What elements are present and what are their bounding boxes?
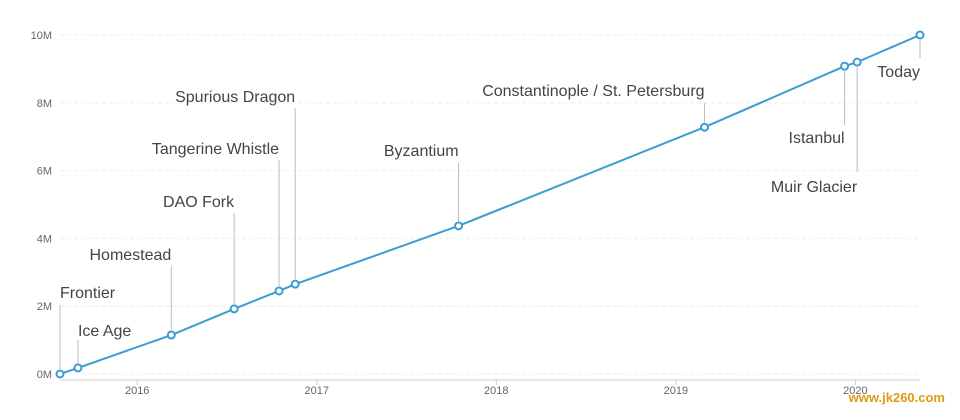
- point-label: DAO Fork: [163, 194, 235, 211]
- data-point: [852, 57, 862, 67]
- data-point: [229, 304, 239, 314]
- point-label: Today: [877, 64, 920, 81]
- y-tick-label: 4M: [37, 233, 52, 245]
- y-tick-label: 2M: [37, 301, 52, 313]
- point-label: Istanbul: [789, 130, 845, 147]
- data-point: [915, 30, 925, 40]
- x-tick-label: 2020: [843, 385, 867, 397]
- x-tick-label: 2017: [305, 385, 329, 397]
- point-label: Constantinople / St. Petersburg: [482, 83, 704, 100]
- point-label: Byzantium: [384, 143, 459, 160]
- data-point: [840, 61, 850, 71]
- point-label: Spurious Dragon: [175, 89, 295, 106]
- point-label: Frontier: [60, 285, 116, 302]
- data-point: [274, 286, 284, 296]
- data-point: [166, 330, 176, 340]
- y-tick-label: 6M: [37, 166, 52, 178]
- point-label: Homestead: [89, 247, 171, 264]
- x-tick-label: 2019: [664, 385, 688, 397]
- y-tick-label: 10M: [31, 30, 52, 42]
- y-tick-label: 0M: [37, 369, 52, 381]
- x-tick-label: 2016: [125, 385, 149, 397]
- watermark: www.jk260.com: [848, 390, 945, 405]
- data-point: [73, 363, 83, 373]
- data-point: [454, 221, 464, 231]
- data-point: [290, 279, 300, 289]
- point-label: Muir Glacier: [771, 179, 858, 196]
- y-tick-label: 8M: [37, 98, 52, 110]
- point-label: Tangerine Whistle: [152, 141, 279, 158]
- data-point: [700, 122, 710, 132]
- data-point: [55, 369, 65, 379]
- x-tick-label: 2018: [484, 385, 508, 397]
- point-label: Ice Age: [78, 323, 131, 340]
